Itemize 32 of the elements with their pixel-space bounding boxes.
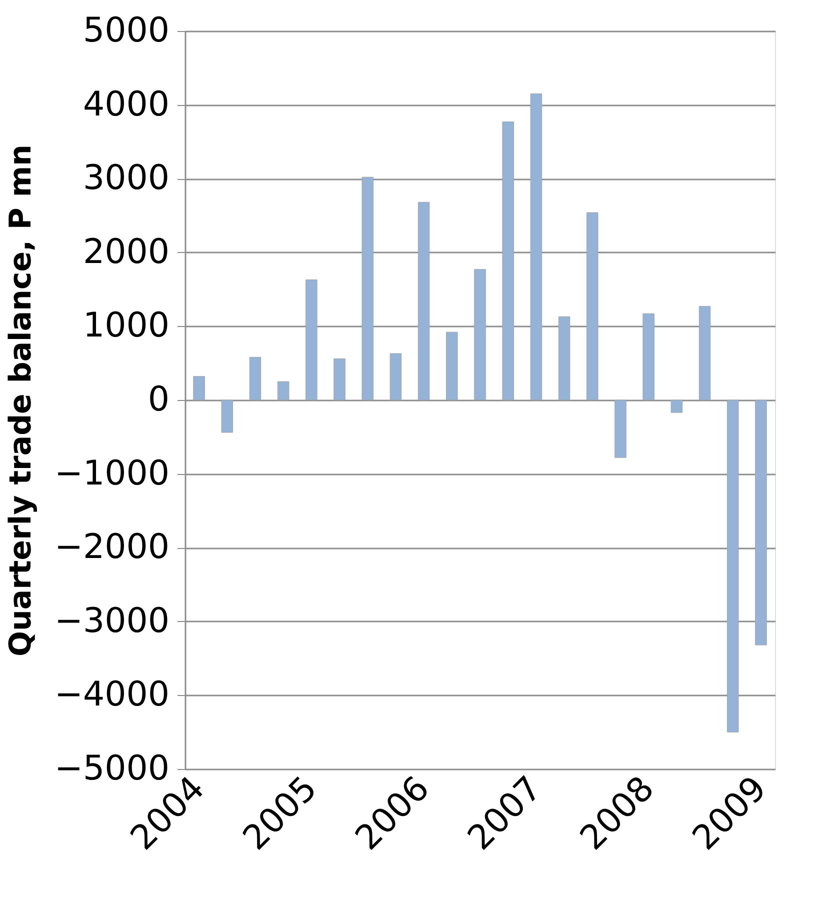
- bar: [474, 269, 486, 400]
- y-tick-label: −2000: [54, 527, 170, 568]
- bar: [277, 381, 290, 400]
- bar: [306, 279, 318, 400]
- bar: [446, 332, 458, 400]
- y-tick-label: 4000: [82, 84, 170, 124]
- bar: [390, 353, 402, 400]
- y-tick-label: −4000: [54, 674, 170, 715]
- y-axis-title: Quarterly trade balance, P mn: [3, 144, 38, 656]
- bar: [221, 400, 234, 433]
- bar: [418, 202, 430, 400]
- y-tick-label: 1000: [82, 306, 170, 346]
- bar: [249, 356, 262, 400]
- bar: [614, 400, 626, 458]
- bar: [698, 306, 711, 400]
- bar: [502, 122, 514, 400]
- bar: [530, 93, 542, 400]
- bar: [670, 400, 683, 413]
- y-tick-label: 0: [148, 380, 170, 420]
- y-tick-label: −3000: [54, 600, 170, 641]
- bar: [586, 212, 598, 400]
- bar: [334, 358, 346, 400]
- bar: [642, 313, 654, 400]
- bar: [726, 400, 739, 732]
- bar: [558, 316, 570, 400]
- y-tick-label: −1000: [54, 453, 170, 494]
- bar: [362, 176, 374, 400]
- y-tick-label: 3000: [82, 158, 170, 198]
- y-tick-label: 2000: [82, 232, 170, 272]
- bar: [193, 376, 205, 400]
- y-tick-label: 5000: [82, 10, 170, 50]
- bar: [755, 400, 767, 646]
